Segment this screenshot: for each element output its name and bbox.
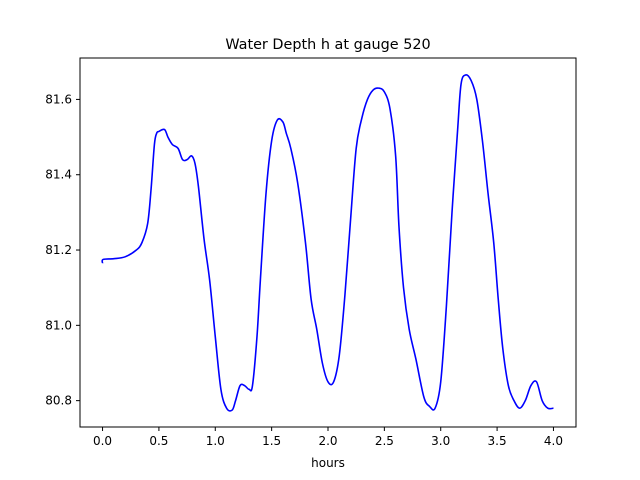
y-axis-ticks: 80.8 81.0 81.2 81.4 81.6 <box>45 92 80 408</box>
y-tick-label: 81.0 <box>45 318 72 332</box>
x-tick-label: 0.0 <box>93 434 112 448</box>
series-line <box>101 74 554 412</box>
y-tick-label: 81.2 <box>45 243 72 257</box>
x-axis-ticks: 0.0 0.5 1.0 1.5 2.0 2.5 3.0 3.5 4.0 <box>93 427 563 448</box>
x-tick-label: 0.5 <box>149 434 168 448</box>
series-layer <box>101 74 554 412</box>
x-tick-label: 2.5 <box>375 434 394 448</box>
x-tick-label: 1.0 <box>206 434 225 448</box>
x-axis-label: hours <box>311 456 345 470</box>
chart-title: Water Depth h at gauge 520 <box>225 37 430 53</box>
x-tick-label: 3.5 <box>488 434 507 448</box>
x-tick-label: 4.0 <box>544 434 563 448</box>
y-tick-label: 81.4 <box>45 168 72 182</box>
x-tick-label: 2.0 <box>318 434 337 448</box>
x-tick-label: 1.5 <box>262 434 281 448</box>
x-tick-label: 3.0 <box>431 434 450 448</box>
y-tick-label: 80.8 <box>45 394 72 408</box>
y-tick-label: 81.6 <box>45 92 72 106</box>
